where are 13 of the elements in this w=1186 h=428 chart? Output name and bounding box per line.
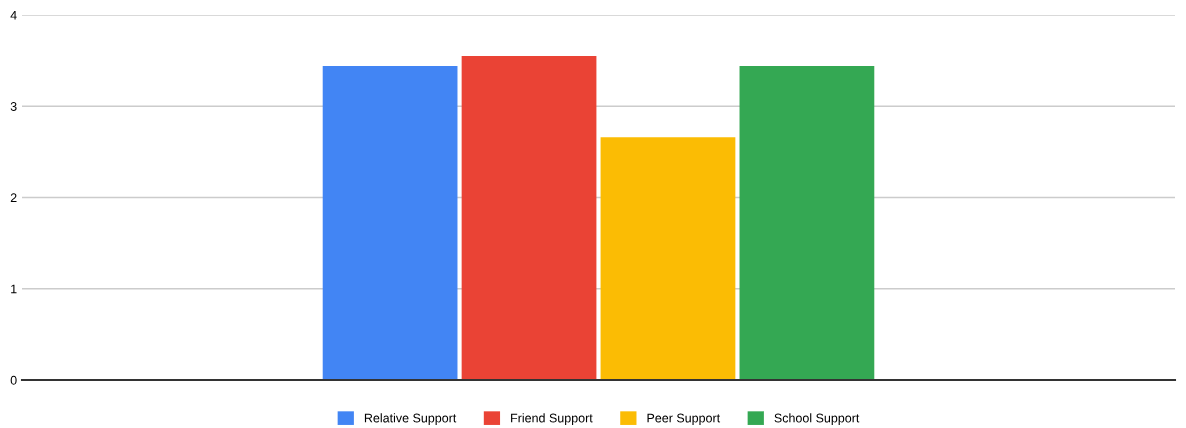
legend-label: Relative Support — [364, 413, 457, 425]
bar — [461, 56, 597, 380]
y-tick-label: 2 — [10, 193, 17, 203]
y-tick-label: 4 — [10, 10, 17, 20]
legend-label: Friend Support — [511, 413, 593, 425]
bar — [739, 66, 875, 380]
legend-label: School Support — [774, 413, 860, 425]
y-tick-label: 0 — [10, 375, 17, 385]
bar — [322, 66, 458, 380]
legend-label: Peer Support — [647, 413, 721, 425]
bar — [600, 137, 736, 380]
y-tick-label: 3 — [10, 102, 17, 111]
y-tick-label: 1 — [11, 284, 17, 294]
